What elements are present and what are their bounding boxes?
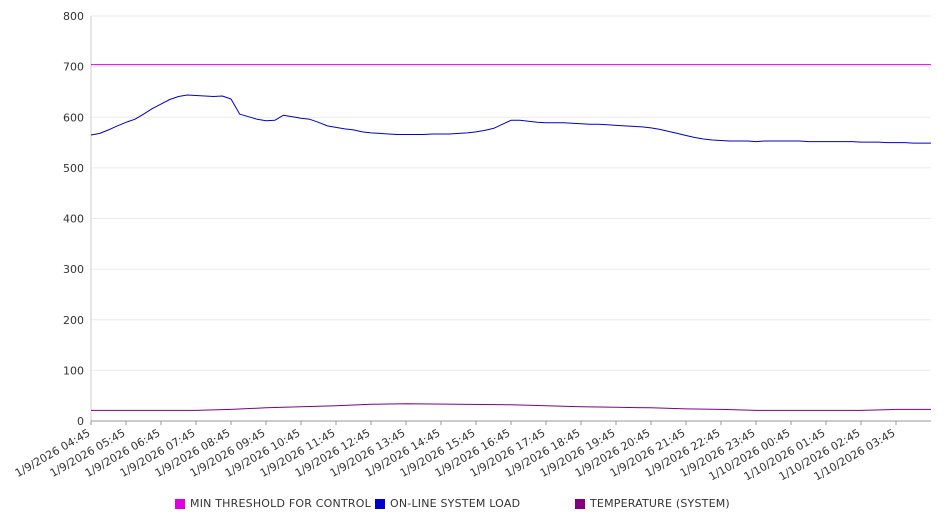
y-axis-tick-labels: 0 100 200 300 400 500 600 700 800	[63, 10, 84, 428]
y-tick-label: 300	[63, 263, 84, 276]
y-tick-label: 100	[63, 364, 84, 377]
legend-label-online-system-load: ON-LINE SYSTEM LOAD	[390, 497, 521, 510]
y-tick-label: 200	[63, 314, 84, 327]
legend-swatch-online-system-load	[375, 498, 385, 509]
y-tick-label: 400	[63, 213, 84, 226]
legend-label-min-threshold: MIN THRESHOLD FOR CONTROL	[190, 497, 371, 510]
x-axis-tick-labels: 1/9/2026 04:451/9/2026 05:451/9/2026 06:…	[13, 421, 898, 483]
y-tick-label: 0	[77, 415, 84, 428]
y-tick-label: 600	[63, 111, 84, 124]
gridlines	[91, 15, 931, 371]
y-tick-label: 700	[63, 61, 84, 74]
series-line-online-system-load	[90, 94, 931, 144]
legend-item-min-threshold[interactable]: MIN THRESHOLD FOR CONTROL	[175, 497, 371, 510]
legend-swatch-temperature-system	[575, 498, 585, 509]
series-line-temperature-system	[91, 403, 931, 411]
legend-item-temperature-system[interactable]: TEMPERATURE (SYSTEM)	[575, 497, 730, 510]
legend-swatch-min-threshold	[175, 498, 185, 509]
series-lines	[90, 64, 931, 411]
y-tick-label: 800	[63, 10, 84, 23]
legend-item-online-system-load[interactable]: ON-LINE SYSTEM LOAD	[375, 497, 520, 510]
y-tick-label: 500	[63, 162, 84, 175]
legend-label-temperature-system: TEMPERATURE (SYSTEM)	[590, 497, 730, 510]
chart-legend: MIN THRESHOLD FOR CONTROL ON-LINE SYSTEM…	[0, 497, 946, 515]
